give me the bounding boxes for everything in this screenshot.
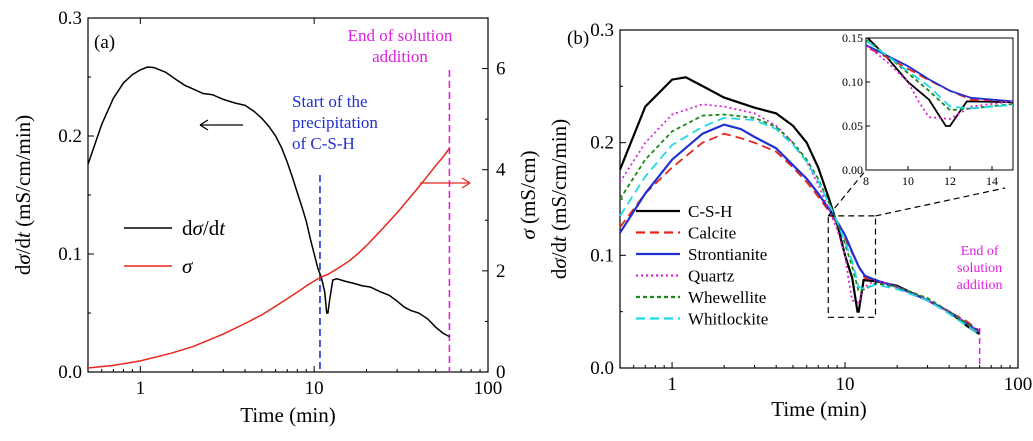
solution-end-label-b: End of (961, 244, 999, 259)
zoom-box (827, 215, 877, 318)
inset-series-line-quartz (866, 43, 1013, 120)
precipitation-start-label: precipitation (292, 113, 378, 132)
inset-series-line-strontianite (866, 43, 1013, 103)
inset-x-tick-label: 14 (986, 174, 998, 188)
y-left-tick-label-a: 0.0 (58, 362, 82, 383)
inset-frame (865, 37, 1014, 171)
y-left-tick-label-a: 0.1 (58, 244, 82, 265)
right-axis-arrowhead (461, 177, 471, 189)
y-axis-label-b-part: σ (547, 257, 571, 269)
y-axis-label-b-part: /d (547, 241, 571, 258)
y-tick-label-b: 0.0 (590, 358, 614, 379)
y-tick-label-b: 0.3 (590, 20, 614, 41)
y-right-axis-label-a-part: (mS/cm) (516, 150, 540, 229)
y-left-axis-label-a-part: σ (11, 253, 35, 265)
legend-label-a: dσ/dt (182, 216, 226, 240)
precipitation-start-label: Start of the (292, 92, 368, 111)
y-axis-label-b-part: d (547, 268, 571, 279)
legend-label-a-part: σ (193, 216, 205, 240)
x-tick-label-a: 100 (474, 378, 503, 399)
left-axis-arrowhead (199, 119, 209, 131)
y-tick-label-b: 0.2 (590, 133, 614, 154)
y-right-tick-label-a: 0 (496, 362, 506, 383)
y-left-axis-label-a-part: t (11, 231, 35, 238)
y-axis-label-b: dσ/dt (mS/cm/min) (547, 119, 571, 279)
y-right-tick-label-a: 4 (496, 160, 506, 181)
inset-y-tick-label: 0.15 (842, 31, 863, 45)
x-tick-label-a: 1 (136, 378, 146, 399)
legend-label-a-part: σ (182, 254, 194, 278)
y-right-axis-label-a-part: σ (516, 228, 540, 240)
y-left-axis-label-a-part: d (11, 264, 35, 275)
legend-label-a-part: /d (203, 216, 220, 240)
y-left-tick-label-a: 0.3 (58, 8, 82, 29)
solution-end-label-b: addition (957, 278, 1003, 293)
x-axis-label-a: Time (min) (240, 403, 335, 427)
series-line-whitlockite (619, 116, 981, 335)
legend-label-b: Quartz (688, 267, 735, 286)
y-left-tick-label-a: 0.2 (58, 126, 82, 147)
inset-y-tick-label: 0.10 (842, 75, 863, 89)
legend-label-a-part: d (182, 216, 193, 240)
inset-y-tick-label: 0.05 (842, 119, 863, 133)
precipitation-start-label: of C-S-H (292, 134, 355, 153)
inset-x-tick-label: 10 (902, 174, 914, 188)
x-axis-label-b: Time (min) (771, 397, 866, 421)
legend-label-b: Whewellite (688, 288, 766, 307)
inset-series-line-c-s-h (866, 38, 1013, 127)
legend-label-b: C-S-H (688, 202, 732, 221)
zoom-connector-right (875, 187, 1006, 217)
y-axis-label-b-part: (mS/cm/min) (547, 119, 571, 236)
x-tick-label-b: 1 (667, 374, 677, 395)
y-tick-label-b: 0.1 (590, 245, 614, 266)
x-tick-label-b: 10 (836, 374, 855, 395)
inset-y-tick-label: 0.00 (842, 163, 863, 177)
y-right-axis-label-a: σ (mS/cm) (516, 150, 540, 239)
inset-series-line-whitlockite (866, 39, 1013, 110)
legend-label-b: Whitlockite (688, 310, 768, 329)
solution-end-label-b: solution (957, 261, 1002, 276)
y-left-axis-label-a-part: (mS/cm/min) (11, 115, 35, 232)
series-line-sigma (87, 148, 450, 369)
legend-label-a-part: t (219, 216, 226, 240)
panel-label-b: (b) (567, 28, 589, 49)
solution-end-label: addition (372, 47, 428, 66)
chart-panel-b: 1 10 100 0.0 0.1 0.2 0.3(b) Time (min) dσ/dt (mS… (547, 20, 1033, 421)
y-left-axis-label-a-part: /d (11, 237, 35, 254)
legend-label-a: σ (182, 254, 194, 278)
y-axis-label-b-part: t (547, 235, 571, 242)
y-left-axis-label-a: dσ/dt (mS/cm/min) (11, 115, 35, 275)
inset-chart: 8 10 12 14 0.00 0.05 0.10 0.15 (842, 31, 1014, 188)
panel-label-a: (a) (94, 32, 115, 53)
legend-label-b: Calcite (688, 224, 736, 243)
legend-label-b: Strontianite (688, 245, 767, 264)
x-tick-label-a: 10 (305, 378, 324, 399)
inset-series-group (866, 38, 1013, 127)
solution-end-label: End of solution (348, 26, 453, 45)
inset-x-tick-label: 12 (944, 174, 956, 188)
y-right-tick-label-a: 2 (496, 261, 506, 282)
x-tick-label-b: 100 (1004, 374, 1033, 395)
series-line-dsigma (87, 66, 450, 338)
inset-x-tick-label: 8 (863, 174, 869, 188)
y-right-tick-label-a: 6 (496, 59, 506, 80)
